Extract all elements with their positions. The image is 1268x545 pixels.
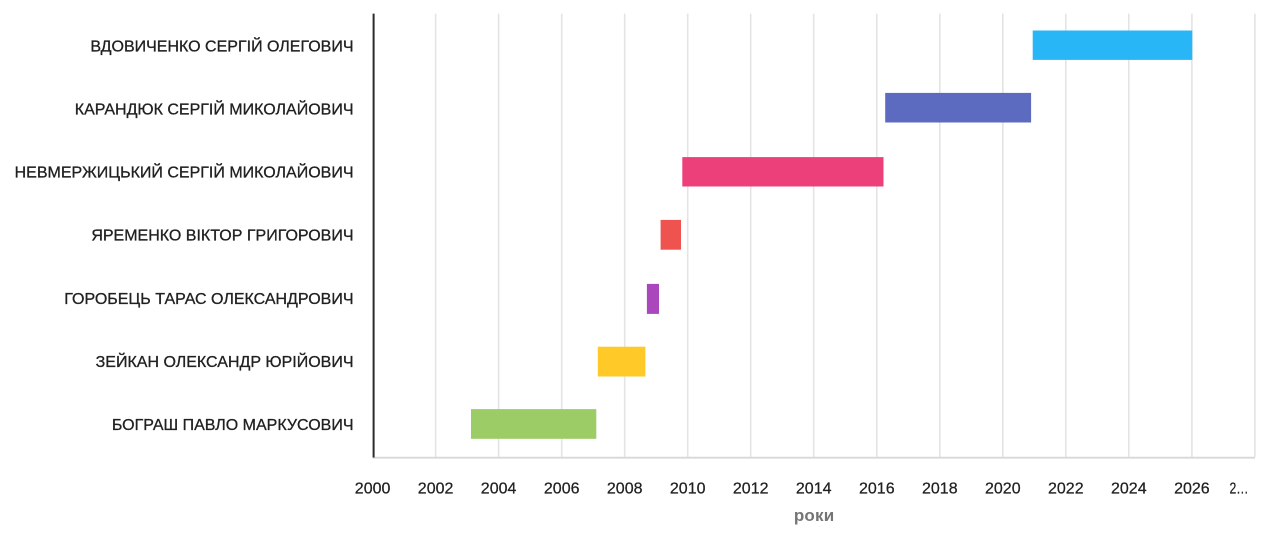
svg-text:НЕВМЕРЖИЦЬКИЙ СЕРГІЙ МИКОЛАЙОВ: НЕВМЕРЖИЦЬКИЙ СЕРГІЙ МИКОЛАЙОВИЧ [15, 163, 354, 182]
svg-text:2020: 2020 [985, 481, 1021, 498]
svg-text:2012: 2012 [733, 481, 769, 498]
svg-text:2…: 2… [1230, 481, 1249, 498]
svg-text:роки: роки [794, 506, 835, 525]
svg-text:2022: 2022 [1048, 481, 1084, 498]
svg-text:2010: 2010 [670, 481, 706, 498]
svg-text:2016: 2016 [859, 481, 895, 498]
svg-text:2024: 2024 [1111, 481, 1147, 498]
svg-text:БОГРАШ ПАВЛО МАРКУСОВИЧ: БОГРАШ ПАВЛО МАРКУСОВИЧ [112, 417, 354, 434]
svg-text:2018: 2018 [922, 481, 958, 498]
svg-text:2026: 2026 [1174, 481, 1210, 498]
svg-text:2004: 2004 [481, 481, 517, 498]
svg-text:2008: 2008 [607, 481, 643, 498]
svg-text:ВДОВИЧЕНКО СЕРГІЙ ОЛЕГОВИЧ: ВДОВИЧЕНКО СЕРГІЙ ОЛЕГОВИЧ [90, 36, 353, 55]
svg-text:2014: 2014 [796, 481, 832, 498]
svg-text:КАРАНДЮК СЕРГІЙ МИКОЛАЙОВИЧ: КАРАНДЮК СЕРГІЙ МИКОЛАЙОВИЧ [75, 99, 354, 118]
svg-text:ГОРОБЕЦЬ ТАРАС ОЛЕКСАНДРОВИЧ: ГОРОБЕЦЬ ТАРАС ОЛЕКСАНДРОВИЧ [64, 291, 353, 308]
svg-text:2006: 2006 [544, 481, 580, 498]
svg-text:ЯРЕМЕНКО ВІКТОР ГРИГОРОВИЧ: ЯРЕМЕНКО ВІКТОР ГРИГОРОВИЧ [91, 228, 353, 245]
svg-text:ЗЕЙКАН ОЛЕКСАНДР ЮРІЙОВИЧ: ЗЕЙКАН ОЛЕКСАНДР ЮРІЙОВИЧ [96, 352, 354, 371]
svg-text:2002: 2002 [418, 481, 454, 498]
svg-text:2000: 2000 [355, 481, 391, 498]
